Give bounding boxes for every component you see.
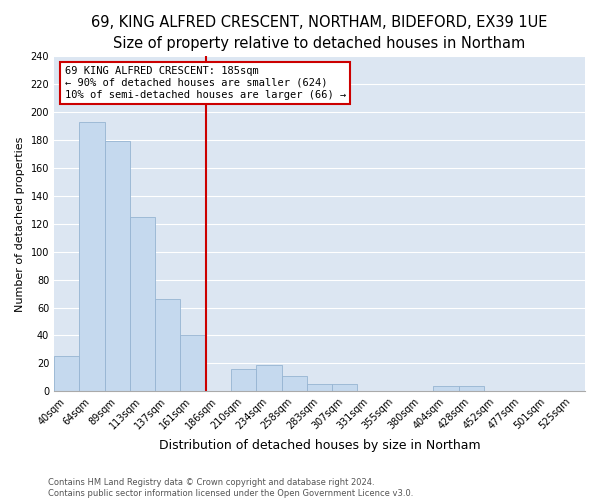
Bar [231, 369, 256, 392]
Bar [332, 384, 358, 392]
Bar [281, 376, 307, 392]
X-axis label: Distribution of detached houses by size in Northam: Distribution of detached houses by size … [159, 440, 481, 452]
Text: 69 KING ALFRED CRESCENT: 185sqm
← 90% of detached houses are smaller (624)
10% o: 69 KING ALFRED CRESCENT: 185sqm ← 90% of… [65, 66, 346, 100]
Bar [181, 336, 206, 392]
Bar [256, 365, 281, 392]
Bar [54, 356, 79, 392]
Text: Contains HM Land Registry data © Crown copyright and database right 2024.
Contai: Contains HM Land Registry data © Crown c… [48, 478, 413, 498]
Bar [307, 384, 332, 392]
Bar [433, 386, 458, 392]
Bar [458, 386, 484, 392]
Bar [130, 217, 155, 392]
Y-axis label: Number of detached properties: Number of detached properties [15, 136, 25, 312]
Bar [104, 142, 130, 392]
Bar [155, 299, 181, 392]
Bar [79, 122, 104, 392]
Title: 69, KING ALFRED CRESCENT, NORTHAM, BIDEFORD, EX39 1UE
Size of property relative : 69, KING ALFRED CRESCENT, NORTHAM, BIDEF… [91, 15, 548, 51]
